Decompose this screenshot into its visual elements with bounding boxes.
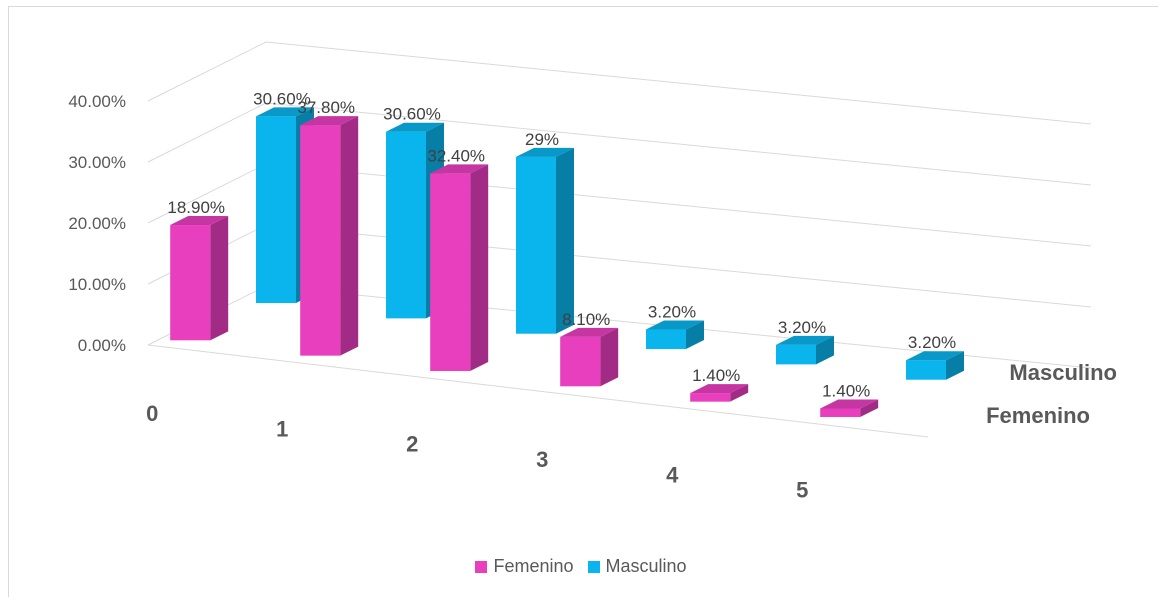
depth-axis-label: Masculino <box>1009 360 1117 385</box>
bar-masculino-3-side <box>686 320 704 350</box>
bar-femenino-3 <box>560 336 601 387</box>
bar-masculino-3-top <box>646 320 704 330</box>
legend: Femenino Masculino <box>0 556 1162 577</box>
bar-masculino-0 <box>256 116 296 304</box>
bar-femenino-1-side <box>340 116 359 356</box>
bar-masculino-4-label: 3.20% <box>778 318 826 337</box>
bar-femenino-4-label: 1.40% <box>692 366 740 385</box>
y-tick-label: 30.00% <box>68 153 126 172</box>
bar-masculino-5 <box>906 360 946 380</box>
bar-femenino-5-side <box>860 399 879 417</box>
floor-edge <box>147 344 929 438</box>
bar-femenino-5-label: 1.40% <box>822 381 870 400</box>
x-tick-label: 5 <box>796 478 808 503</box>
bar-masculino-0-label: 30.60% <box>253 89 311 108</box>
legend-item-masculino: Masculino <box>587 556 687 577</box>
bar-femenino-3-label: 8.10% <box>562 310 610 329</box>
bar-masculino-1-top <box>386 122 444 132</box>
y-tick-label: 10.00% <box>68 275 126 294</box>
chart-frame <box>8 6 1158 597</box>
bar-femenino-2-side <box>470 164 489 371</box>
bar-masculino-5-label: 3.20% <box>908 333 956 352</box>
y-tick-label: 40.00% <box>68 92 126 111</box>
x-tick-label: 1 <box>276 416 288 441</box>
bar-femenino-0 <box>170 225 211 341</box>
bar-masculino-3 <box>646 329 686 350</box>
bar-femenino-4 <box>690 393 731 402</box>
x-tick-label: 0 <box>146 401 158 426</box>
bar-masculino-4-side <box>816 335 834 365</box>
bar-masculino-5-side <box>946 351 964 380</box>
bar-masculino-1 <box>386 131 426 319</box>
y-tick-label: 20.00% <box>68 214 126 233</box>
bar-femenino-3-top <box>560 327 619 337</box>
bar-masculino-3-label: 3.20% <box>648 303 696 322</box>
legend-label-femenino: Femenino <box>493 556 574 576</box>
bar-femenino-2-top <box>430 164 489 174</box>
legend-swatch-femenino <box>475 560 488 573</box>
gridline <box>147 102 1092 186</box>
bar-femenino-2 <box>430 173 471 371</box>
x-tick-label: 2 <box>406 432 418 457</box>
depth-axis-label: Femenino <box>986 403 1090 428</box>
bar-masculino-5-top <box>906 351 964 361</box>
bar-masculino-4 <box>776 344 816 365</box>
bar-femenino-1-top <box>300 116 359 126</box>
bar-masculino-1-label: 30.60% <box>383 105 441 124</box>
legend-label-masculino: Masculino <box>605 556 687 576</box>
y-tick-label: 0.00% <box>78 336 126 355</box>
bar-femenino-3-side <box>600 327 619 387</box>
bar-femenino-2-label: 32.40% <box>427 146 485 165</box>
legend-item-femenino: Femenino <box>475 556 574 577</box>
bar-femenino-0-side <box>210 216 229 341</box>
bar-femenino-1 <box>300 125 341 356</box>
bar-masculino-4-top <box>776 335 834 345</box>
bar-masculino-2-side <box>556 147 574 334</box>
bar-masculino-2-label: 29% <box>525 130 559 149</box>
bar-femenino-0-top <box>170 216 229 226</box>
x-tick-label: 3 <box>536 447 548 472</box>
bar-masculino-2 <box>516 156 556 334</box>
bar-masculino-0-top <box>256 107 314 117</box>
bar-femenino-4-top <box>690 384 749 394</box>
bar-femenino-0-label: 18.90% <box>167 198 225 217</box>
gridline <box>147 41 1092 125</box>
bar-femenino-5 <box>820 408 861 417</box>
bar-femenino-4-side <box>730 384 749 402</box>
bar-femenino-1-label: 37.80% <box>297 98 355 117</box>
bar-masculino-2-top <box>516 147 574 157</box>
x-tick-label: 4 <box>666 462 679 487</box>
bar-femenino-5-top <box>820 399 879 409</box>
legend-swatch-masculino <box>587 560 600 573</box>
